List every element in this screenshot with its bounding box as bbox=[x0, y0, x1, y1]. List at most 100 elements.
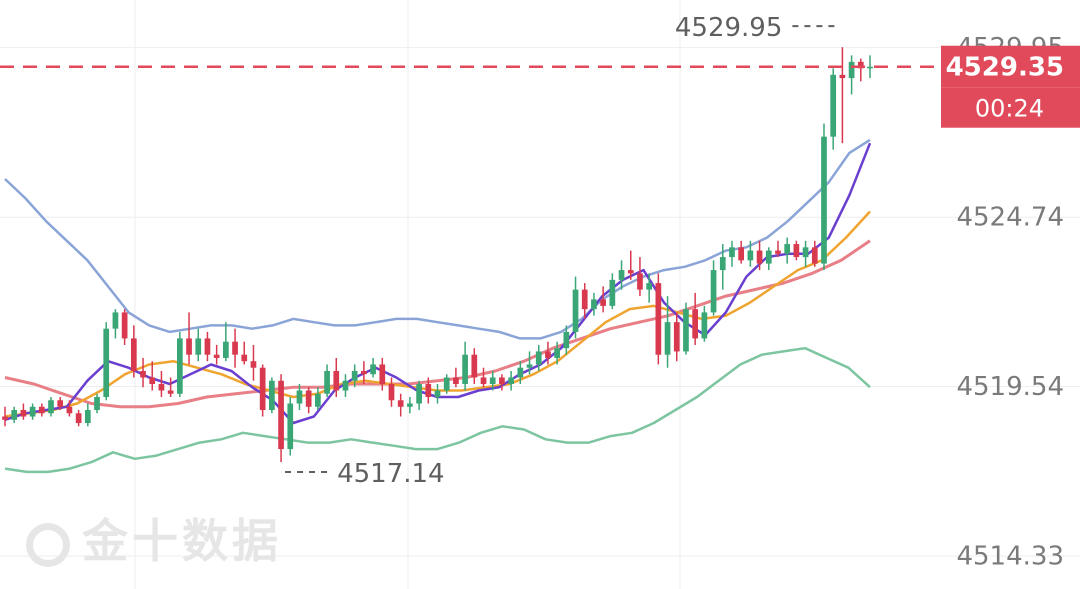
candle-body bbox=[324, 370, 330, 394]
candle-body bbox=[370, 364, 376, 375]
price-axis-label: 4524.74 bbox=[956, 203, 1064, 233]
candle-body bbox=[94, 397, 100, 411]
extreme-markers: 4529.95 4517.14 bbox=[285, 13, 838, 489]
candle-body bbox=[11, 410, 18, 420]
candle-body bbox=[75, 413, 82, 424]
candle-body bbox=[186, 338, 192, 355]
candle-body bbox=[627, 270, 634, 274]
candle-body bbox=[259, 367, 266, 411]
candle-body bbox=[176, 338, 183, 394]
candle-body bbox=[655, 283, 662, 355]
candle-body bbox=[710, 270, 717, 313]
candle-body bbox=[20, 410, 27, 417]
candle-body bbox=[793, 244, 800, 258]
candle-body bbox=[407, 403, 413, 407]
candle-body bbox=[121, 312, 128, 339]
candle-body bbox=[425, 383, 432, 398]
candle-body bbox=[811, 247, 818, 264]
candle-body bbox=[839, 74, 846, 79]
candle-body bbox=[765, 250, 772, 264]
candle-body bbox=[342, 380, 349, 391]
current-price-box bbox=[941, 45, 1080, 88]
candle-body bbox=[848, 61, 855, 79]
candle-body bbox=[195, 338, 202, 355]
candle-body bbox=[29, 406, 36, 417]
candle-body bbox=[103, 328, 110, 398]
current-price-label: 4529.35 bbox=[946, 53, 1064, 83]
candle-body bbox=[443, 377, 450, 391]
candle-body bbox=[673, 322, 680, 352]
candle-body bbox=[84, 410, 91, 424]
high-marker-label: 4529.95 bbox=[675, 13, 783, 43]
candle-body bbox=[867, 66, 873, 69]
candle-body bbox=[545, 351, 551, 358]
candle-body bbox=[581, 289, 588, 310]
candle-body bbox=[729, 247, 735, 258]
candle-body bbox=[112, 312, 119, 329]
ma-long-line bbox=[4, 239, 871, 409]
candle-body bbox=[305, 390, 312, 407]
candle-body bbox=[269, 380, 275, 411]
candle-body bbox=[250, 361, 257, 368]
low-marker-label: 4517.14 bbox=[337, 459, 445, 489]
candles bbox=[2, 47, 873, 463]
candle-body bbox=[434, 390, 441, 398]
candle-body bbox=[213, 354, 220, 358]
candle-body bbox=[775, 250, 781, 254]
candle-body bbox=[554, 348, 560, 358]
candle-body bbox=[48, 400, 54, 414]
candle-body bbox=[232, 341, 238, 355]
candle-body bbox=[508, 377, 514, 384]
candle-body bbox=[351, 370, 358, 381]
candle-body bbox=[2, 416, 8, 420]
candle-body bbox=[609, 279, 616, 306]
candle-body bbox=[618, 270, 625, 280]
price-axis-label: 4519.54 bbox=[956, 372, 1064, 402]
candle-body bbox=[692, 309, 699, 339]
price-axis-label: 4514.33 bbox=[956, 541, 1064, 571]
candle-body bbox=[388, 383, 395, 401]
candle-body bbox=[535, 351, 542, 365]
countdown-label: 00:24 bbox=[975, 95, 1044, 123]
candle-body bbox=[738, 247, 745, 261]
candle-body bbox=[572, 289, 579, 332]
watermark-text: 金十数据 bbox=[82, 514, 282, 568]
candle-body bbox=[416, 383, 422, 404]
candle-body bbox=[397, 400, 404, 407]
candle-body bbox=[683, 309, 689, 352]
candle-body bbox=[756, 250, 763, 264]
candle-body bbox=[287, 403, 294, 450]
candle-body bbox=[784, 244, 791, 254]
countdown-box bbox=[941, 87, 1080, 128]
candle-body bbox=[802, 247, 809, 258]
candle-body bbox=[471, 354, 478, 378]
candle-body bbox=[315, 393, 321, 407]
candle-body bbox=[361, 370, 367, 375]
candle-body bbox=[158, 383, 165, 391]
candle-body bbox=[830, 74, 837, 137]
candle-body bbox=[379, 364, 386, 384]
candle-body bbox=[563, 331, 570, 349]
candle-body bbox=[526, 364, 533, 368]
candle-body bbox=[517, 367, 524, 378]
candle-body bbox=[296, 390, 303, 404]
candle-body bbox=[278, 380, 284, 450]
candle-body bbox=[591, 299, 597, 310]
candle-body bbox=[480, 377, 487, 384]
candle-body bbox=[489, 377, 496, 384]
candle-body bbox=[462, 354, 468, 384]
candle-body bbox=[600, 299, 606, 306]
candle-body bbox=[719, 257, 726, 271]
candle-body bbox=[821, 136, 827, 264]
candle-body bbox=[857, 61, 864, 69]
candle-body bbox=[499, 377, 505, 384]
candle-body bbox=[747, 250, 754, 261]
boll-lower-line bbox=[4, 346, 871, 474]
candle-body bbox=[664, 322, 671, 355]
candle-body bbox=[333, 370, 340, 391]
candle-body bbox=[453, 377, 459, 384]
candle-body bbox=[241, 354, 248, 362]
watermark: 金十数据 bbox=[26, 505, 282, 571]
